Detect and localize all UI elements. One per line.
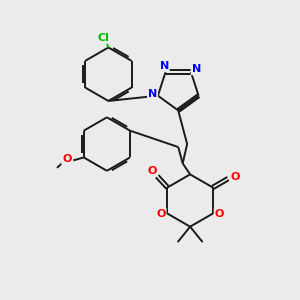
- Text: O: O: [230, 172, 239, 182]
- Text: N: N: [191, 64, 201, 74]
- Text: N: N: [160, 61, 169, 71]
- Text: O: O: [214, 208, 224, 219]
- Text: O: O: [156, 208, 166, 219]
- Text: O: O: [62, 154, 71, 164]
- Text: Cl: Cl: [98, 33, 110, 43]
- Text: N: N: [148, 89, 157, 99]
- Text: O: O: [148, 166, 157, 176]
